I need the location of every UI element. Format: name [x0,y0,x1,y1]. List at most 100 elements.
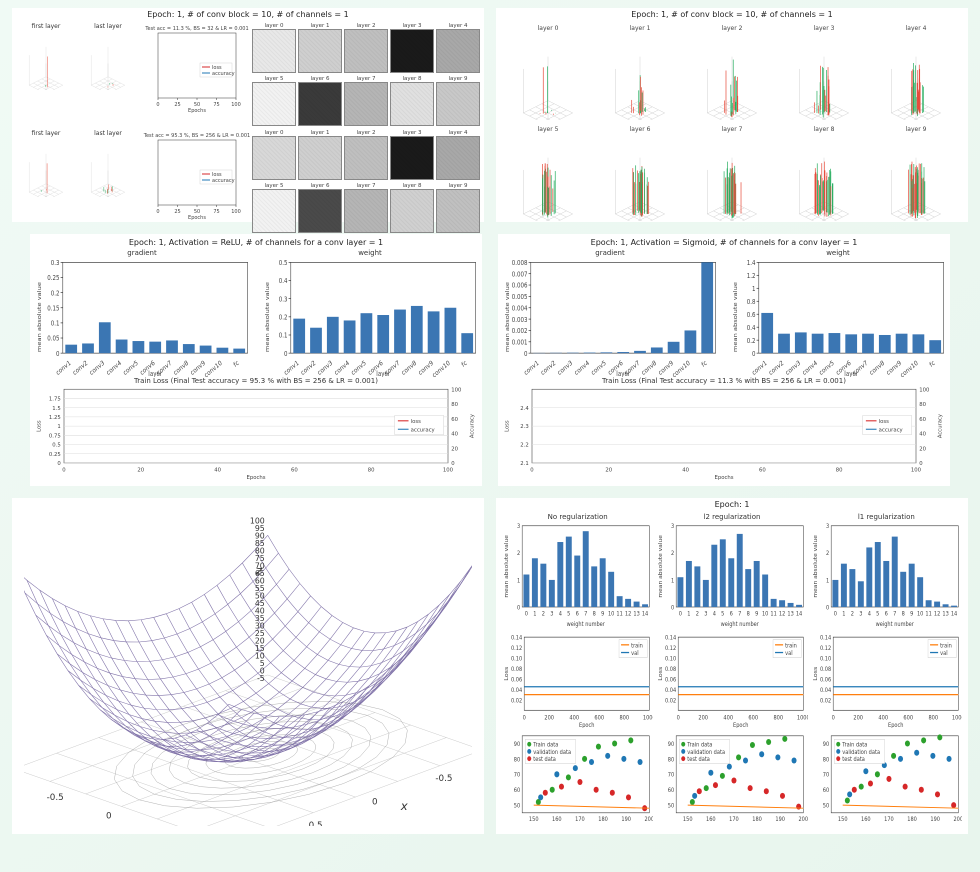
svg-text:11: 11 [771,611,777,617]
svg-text:0: 0 [284,350,288,358]
svg-text:Accuracy: Accuracy [938,414,944,438]
svg-text:3: 3 [859,611,863,617]
svg-text:y: y [76,824,84,826]
svg-text:train: train [631,642,643,649]
svg-text:conv1: conv1 [751,359,768,377]
svg-text:0.8: 0.8 [747,298,756,306]
svg-text:1: 1 [57,424,60,430]
svg-text:0.06: 0.06 [511,677,523,684]
svg-text:4: 4 [713,611,717,617]
svg-text:0.02: 0.02 [511,697,523,704]
svg-text:40: 40 [919,432,926,438]
svg-text:100: 100 [919,388,930,394]
svg-text:170: 170 [575,817,585,824]
svg-text:accuracy: accuracy [212,178,235,184]
svg-text:11: 11 [616,611,622,617]
svg-text:-0.5: -0.5 [46,793,63,803]
svg-text:conv1: conv1 [283,359,300,377]
reg-scatter-2: 1501601701801902005060708090Train datava… [811,731,962,827]
mini3d-1-0: first layer [16,130,76,215]
svg-text:conv5: conv5 [122,359,139,377]
svg-text:0.4: 0.4 [747,324,756,332]
layer3d-0: layer 0 [504,25,592,122]
filter-1-4: layer 4 [436,130,480,181]
svg-text:60: 60 [759,468,766,474]
svg-text:-5: -5 [257,675,265,684]
svg-text:0: 0 [57,461,61,467]
svg-text:40: 40 [214,468,221,474]
svg-text:40: 40 [451,432,458,438]
bars-gradient: gradient00.0010.0020.0030.0040.0050.0060… [500,249,720,377]
svg-text:0: 0 [919,461,923,467]
svg-text:x: x [400,800,408,814]
svg-text:60: 60 [255,577,265,586]
svg-text:Train data: Train data [532,742,558,749]
svg-text:0.5: 0.5 [279,260,288,268]
svg-text:2.4: 2.4 [520,406,529,412]
svg-text:80: 80 [919,402,926,408]
filter-1-3: layer 3 [390,130,434,181]
filter-1-6: layer 6 [298,183,342,234]
filter-0-5: layer 5 [252,76,296,127]
svg-text:75: 75 [213,209,219,215]
svg-text:1.4: 1.4 [747,260,756,268]
filter-1-9: layer 9 [436,183,480,234]
svg-text:conv8: conv8 [173,359,190,377]
svg-text:14: 14 [951,611,958,617]
svg-text:1.5: 1.5 [52,406,60,412]
svg-text:9: 9 [755,611,759,617]
svg-text:95: 95 [255,524,265,533]
svg-text:100: 100 [911,468,922,474]
svg-text:80: 80 [822,757,829,764]
filter-1-8: layer 8 [390,183,434,234]
svg-text:90: 90 [255,532,265,541]
svg-text:1: 1 [517,578,520,584]
svg-text:0: 0 [62,468,66,474]
svg-text:val: val [940,650,948,657]
svg-text:45: 45 [255,600,265,609]
svg-text:14: 14 [642,611,649,617]
filter-0-7: layer 7 [344,76,388,127]
svg-text:60: 60 [919,417,926,423]
svg-text:5: 5 [722,611,726,617]
svg-text:weight number: weight number [567,622,606,628]
svg-text:Test acc = 11.3 %, BS = 32 & L: Test acc = 11.3 %, BS = 32 & LR = 0.001 [144,26,248,32]
svg-text:conv10: conv10 [203,359,223,377]
svg-text:0.001: 0.001 [512,339,528,347]
svg-text:layer: layer [376,370,390,377]
svg-text:0.05: 0.05 [47,335,59,343]
svg-text:fc: fc [233,359,241,369]
svg-text:weight number: weight number [875,622,914,628]
svg-text:0: 0 [156,102,159,108]
svg-text:20: 20 [605,468,612,474]
svg-text:train: train [940,642,952,649]
miniloss-0: 0255075100EpochsTest acc = 11.3 %, BS = … [140,23,250,113]
bars-weight: weight00.10.20.30.40.5conv1conv2conv3con… [260,249,480,377]
layer3d-3: layer 3 [780,25,868,122]
svg-text:conv8: conv8 [401,359,418,377]
svg-text:fc: fc [701,359,709,369]
svg-text:0: 0 [671,605,675,611]
panelA-title: Epoch: 1, # of conv block = 10, # of cha… [12,8,484,21]
svg-text:0: 0 [523,714,526,721]
svg-text:val: val [785,650,793,657]
svg-text:80: 80 [836,468,843,474]
svg-text:70: 70 [514,772,521,779]
svg-text:50: 50 [255,592,265,601]
svg-text:12: 12 [625,611,631,617]
svg-text:50: 50 [822,803,829,810]
svg-text:160: 160 [706,817,716,824]
svg-text:fc: fc [461,359,469,369]
svg-text:600: 600 [749,714,759,721]
svg-text:0.10: 0.10 [820,656,832,663]
svg-text:0.02: 0.02 [820,697,832,704]
svg-text:35: 35 [255,615,265,624]
svg-text:0: 0 [679,611,683,617]
svg-text:0.1: 0.1 [279,332,288,340]
svg-text:test data: test data [842,756,865,763]
svg-text:10: 10 [762,611,769,617]
svg-text:0.12: 0.12 [665,645,677,652]
svg-text:conv4: conv4 [573,359,590,377]
svg-text:80: 80 [514,757,521,764]
svg-text:0.4: 0.4 [279,278,288,286]
